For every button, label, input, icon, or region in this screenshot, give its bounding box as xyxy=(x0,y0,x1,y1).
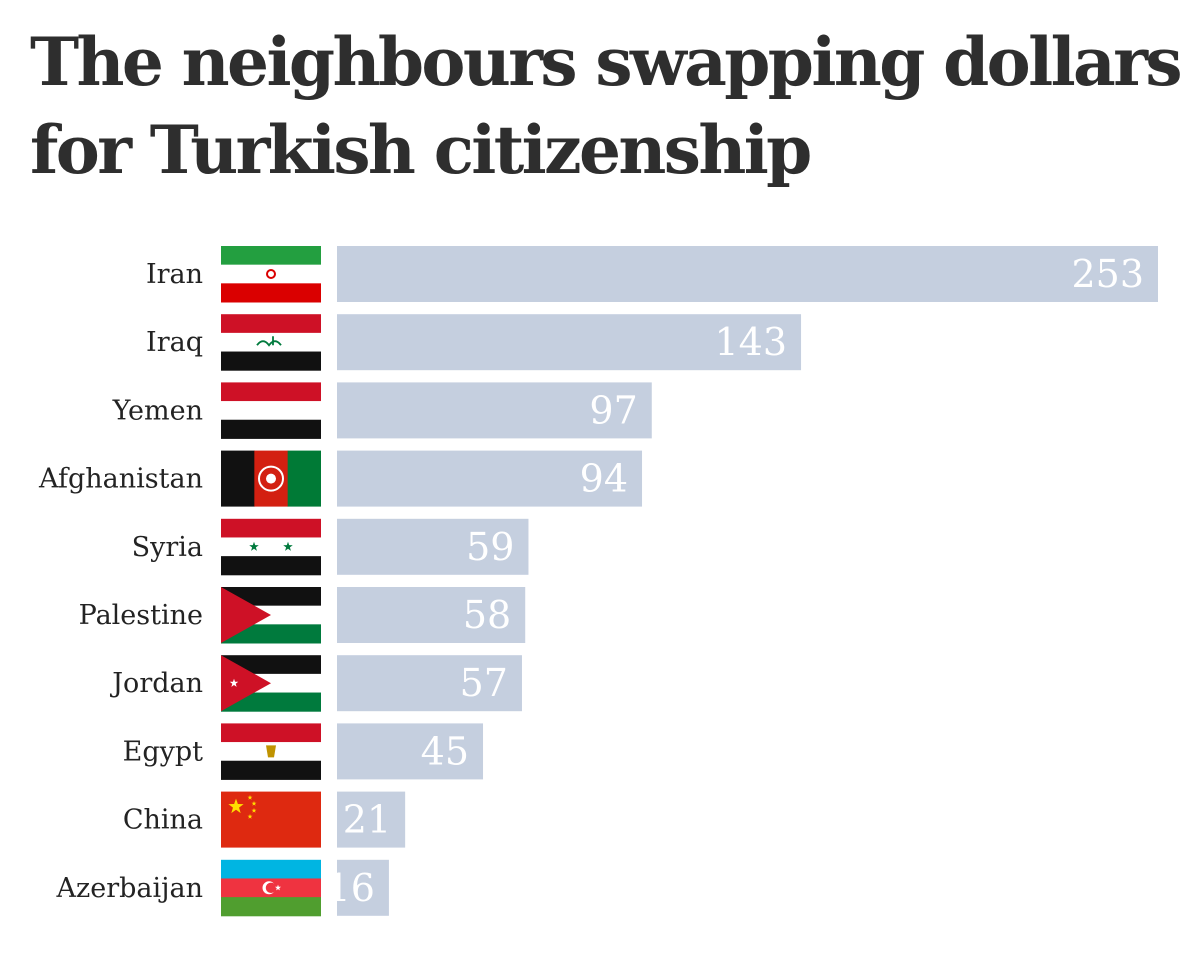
category-label: Iran xyxy=(146,259,203,290)
bar xyxy=(337,791,406,848)
iraq-flag xyxy=(221,314,321,371)
china-flag xyxy=(221,791,321,848)
category-label: Palestine xyxy=(79,600,203,631)
category-label: Iraq xyxy=(146,327,203,358)
data-label: 143 xyxy=(715,320,788,364)
bar xyxy=(337,587,526,643)
bar xyxy=(337,246,1158,302)
bar xyxy=(337,723,484,780)
afghanistan-flag xyxy=(221,450,321,507)
category-label: China xyxy=(123,805,203,836)
data-label: 97 xyxy=(589,388,637,432)
jordan-flag xyxy=(221,655,321,712)
bar xyxy=(337,314,802,371)
bar xyxy=(337,450,643,507)
category-label: Azerbaijan xyxy=(56,873,203,904)
palestine-flag xyxy=(221,587,321,644)
data-label: 94 xyxy=(580,457,628,501)
data-label: 21 xyxy=(343,798,391,842)
yemen-flag xyxy=(221,382,321,439)
category-label: Yemen xyxy=(112,395,203,426)
data-label: 57 xyxy=(460,661,508,705)
data-label: 16 xyxy=(327,866,375,910)
chart-title: The neighbours swapping dollars for Turk… xyxy=(30,23,1183,189)
data-label: 45 xyxy=(421,729,469,773)
iran-flag xyxy=(221,246,321,303)
data-label: 59 xyxy=(466,525,514,569)
data-label: 253 xyxy=(1071,252,1144,296)
data-label: 58 xyxy=(463,593,511,637)
bar xyxy=(337,382,652,439)
category-label: Syria xyxy=(132,532,203,563)
category-label: Jordan xyxy=(109,668,203,699)
category-label: Egypt xyxy=(123,736,204,767)
category-label: Afghanistan xyxy=(38,464,203,495)
syria-flag xyxy=(221,518,321,576)
azerbaijan-flag xyxy=(221,859,321,917)
egypt-flag xyxy=(221,723,321,780)
bar xyxy=(337,655,522,712)
bar xyxy=(337,518,529,575)
bar xyxy=(337,859,389,916)
